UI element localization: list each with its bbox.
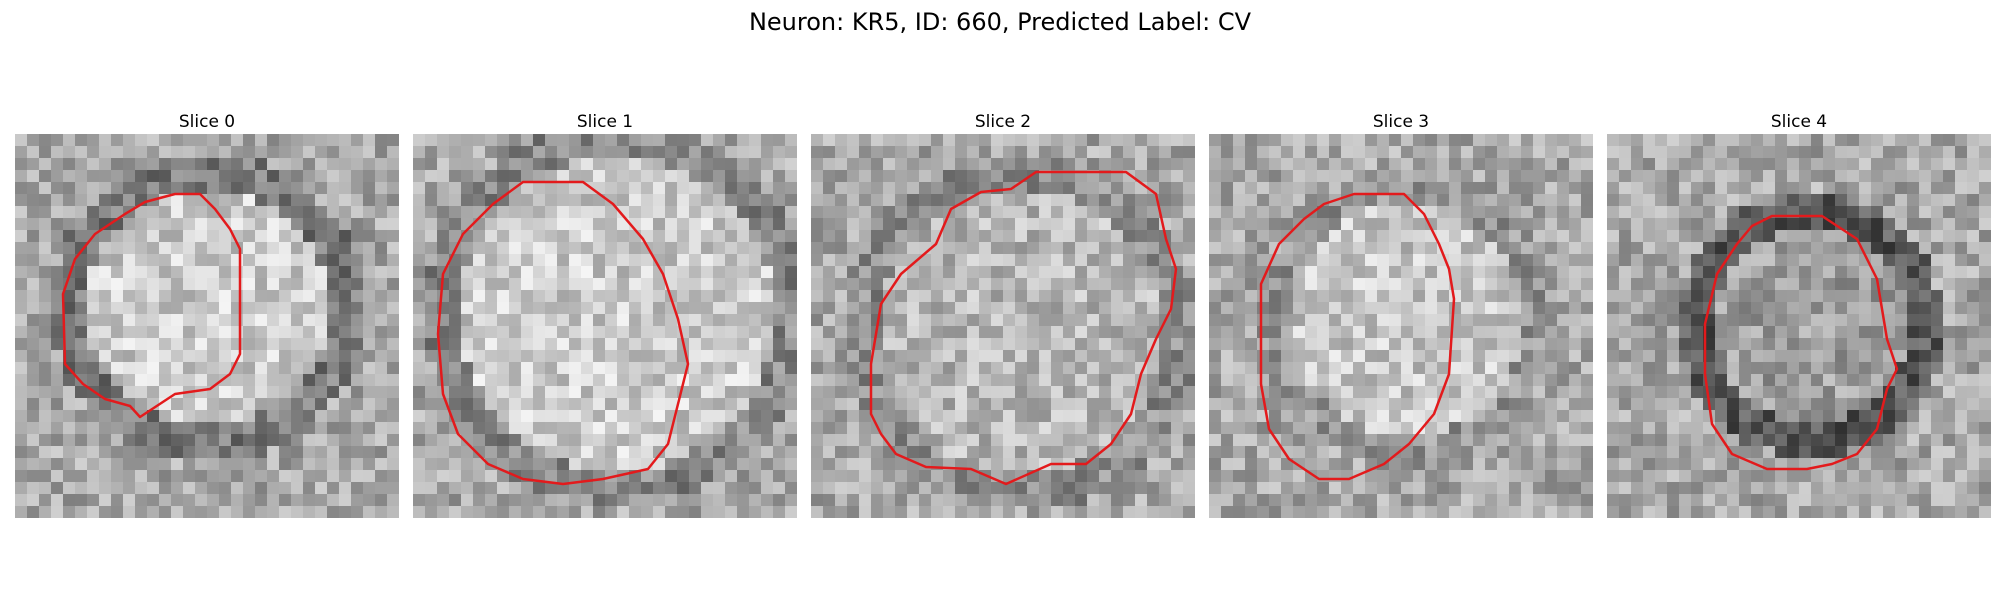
slice-panel-4: Slice 4	[1607, 110, 1991, 518]
contour-outline	[1703, 214, 1899, 471]
contour-outline	[1259, 192, 1456, 481]
slice-panel-1: Slice 1	[413, 110, 797, 518]
contour-outline	[436, 180, 690, 486]
slice-title-2: Slice 2	[974, 112, 1032, 132]
slice-title-1: Slice 1	[576, 112, 634, 132]
slice-title-3: Slice 3	[1372, 112, 1430, 132]
slice-panel-0: Slice 0	[15, 110, 399, 518]
slice-image-1	[413, 134, 797, 518]
contour-outline	[869, 170, 1178, 486]
slice-title-0: Slice 0	[178, 112, 236, 132]
slice-title-4: Slice 4	[1770, 112, 1828, 132]
slice-panel-3: Slice 3	[1209, 110, 1593, 518]
contour-outline	[61, 192, 242, 419]
slice-image-3	[1209, 134, 1593, 518]
slice-panel-2: Slice 2	[811, 110, 1195, 518]
slice-image-2	[811, 134, 1195, 518]
figure-title: Neuron: KR5, ID: 660, Predicted Label: C…	[748, 8, 1252, 36]
slice-image-4	[1607, 134, 1991, 518]
slice-image-0	[15, 134, 399, 518]
